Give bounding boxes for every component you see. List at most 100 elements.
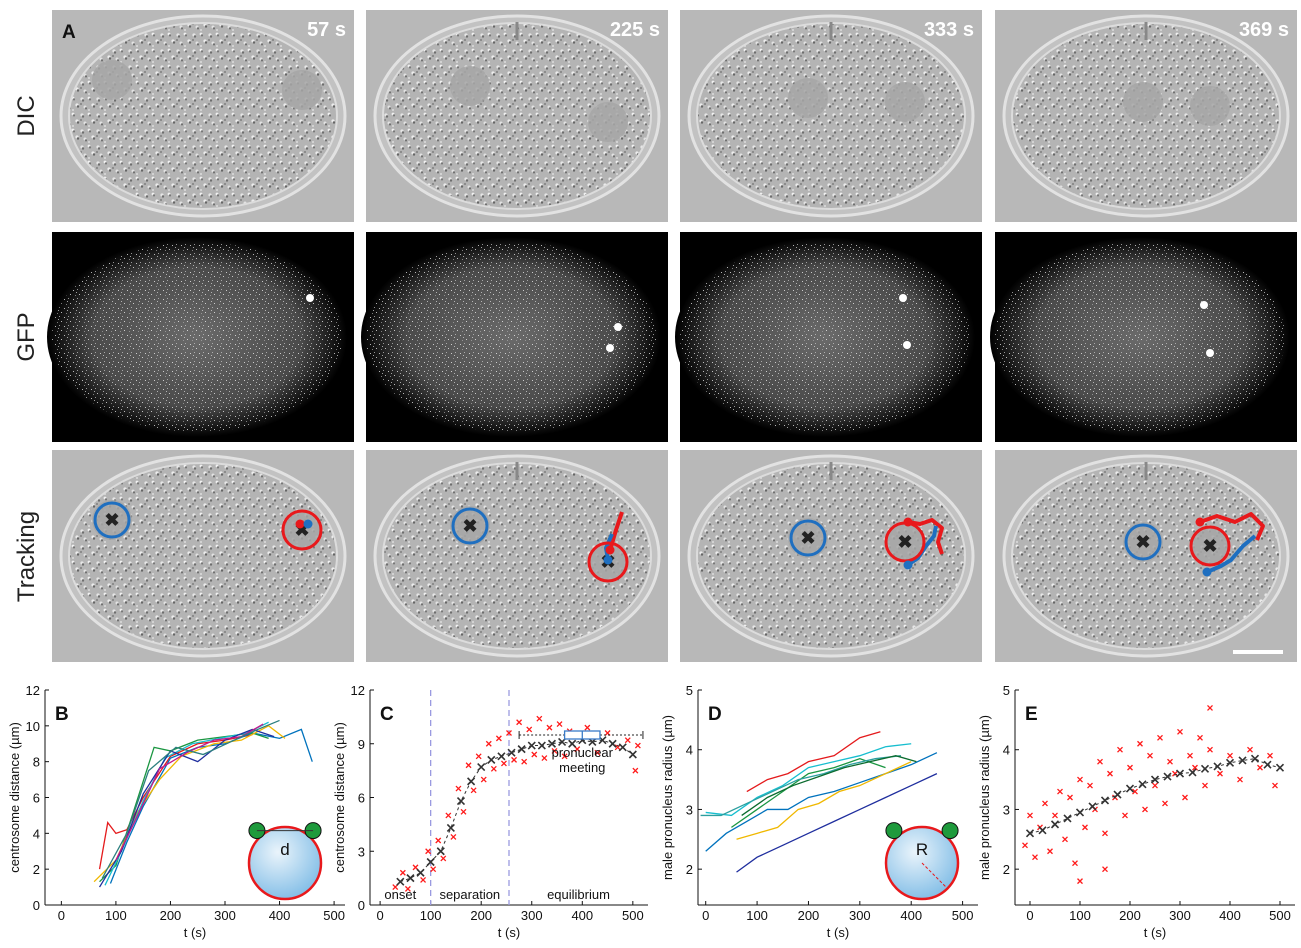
mean-point [537, 741, 546, 750]
row-label: DIC [13, 95, 40, 136]
data-point [634, 742, 641, 749]
pronucleus-outline [1124, 523, 1162, 561]
inset-centrosome [941, 822, 959, 840]
mean-point [1225, 758, 1235, 767]
data-point [1087, 782, 1093, 789]
pronucleus [1123, 82, 1163, 122]
data-point [500, 760, 507, 767]
centrosome-spot [899, 294, 907, 302]
chart: 0 100 200 300 400 500 2 3 4 5 t (s) male pronucleus… [660, 683, 978, 940]
data-point [1207, 704, 1213, 711]
mean-point [467, 777, 476, 786]
mean-point [1150, 775, 1160, 784]
mean-point [1188, 768, 1197, 777]
data-line [736, 773, 938, 873]
data-point [551, 747, 558, 754]
data-point [541, 755, 548, 762]
y-tick-label: 3 [358, 844, 365, 859]
embryo [696, 462, 966, 650]
pronucleus [282, 70, 322, 110]
data-line [101, 719, 280, 879]
data-point [470, 787, 477, 794]
data-point [526, 726, 533, 733]
center-mark: ✖ [1202, 536, 1217, 556]
y-tick-label: 2 [686, 862, 693, 877]
data-point [1267, 752, 1273, 759]
data-point [399, 869, 406, 876]
y-tick-label: 4 [33, 826, 40, 841]
data-point [1077, 878, 1083, 885]
pronucleus-outline [789, 519, 827, 557]
pronucleus [92, 60, 132, 100]
chart: 0 100 200 300 400 500 0 3 6 9 12 t (s) centrosome di… [332, 683, 648, 940]
mean-point [426, 857, 435, 867]
mean-point [396, 877, 405, 886]
data-point [1057, 788, 1063, 795]
data-point [1157, 734, 1163, 741]
panel-label: B [55, 704, 69, 725]
panel-label: A [62, 22, 76, 43]
y-tick-label: 6 [358, 791, 365, 806]
data-point [1102, 830, 1108, 837]
data-line [700, 755, 902, 817]
mean-point [487, 755, 496, 764]
x-tick-label: 100 [105, 908, 127, 923]
centrosome [605, 545, 615, 555]
y-tick-label: 0 [358, 898, 365, 913]
data-point [460, 808, 467, 815]
mean-point [547, 739, 557, 748]
data-point [1152, 782, 1158, 789]
x-tick-label: 300 [849, 908, 871, 923]
data-point [1247, 746, 1253, 753]
data-point [440, 855, 447, 862]
data-point [1062, 836, 1068, 843]
data-point [1137, 740, 1143, 747]
panel-label: D [708, 704, 722, 725]
time-label: 333 s [924, 19, 974, 41]
centrosome-spot [903, 341, 911, 349]
y-tick-label: 3 [686, 802, 693, 817]
x-tick-label: 500 [1269, 908, 1291, 923]
mean-point [527, 741, 536, 750]
data-point [412, 864, 419, 871]
pronucleus [588, 102, 628, 142]
mean-point [1050, 820, 1060, 829]
mean-point [1075, 808, 1085, 817]
track [1199, 512, 1265, 541]
centrosome [295, 519, 305, 529]
x-tick-label: 500 [952, 908, 974, 923]
pronucleus-outline [281, 509, 323, 551]
pronucleus [282, 510, 322, 550]
centrosome [603, 555, 613, 565]
mean-point [568, 739, 577, 748]
data-point [1192, 764, 1198, 771]
data-point [495, 735, 502, 742]
y-tick-label: 6 [33, 791, 40, 806]
image-column: ✖ ✖ 333 s [675, 10, 982, 662]
x-axis-label: t (s) [184, 925, 206, 940]
x-tick-label: 300 [521, 908, 543, 923]
data-line [104, 721, 269, 886]
data-point [404, 885, 411, 892]
gfp-noise [366, 242, 656, 432]
x-tick-label: 100 [420, 908, 442, 923]
pronucleus [885, 522, 925, 562]
center-mark: ✖ [897, 532, 912, 552]
inset-label: d [280, 840, 289, 859]
data-line [98, 734, 253, 870]
mean-point [618, 743, 627, 752]
mean-point [517, 745, 526, 754]
data-point [445, 812, 452, 819]
data-point [450, 833, 457, 840]
data-line [731, 757, 886, 828]
mean-point [1125, 784, 1135, 793]
x-tick-label: 0 [58, 908, 65, 923]
x-tick-label: 200 [798, 908, 820, 923]
data-point [1237, 776, 1243, 783]
data-point [490, 765, 497, 772]
data-point [632, 767, 639, 774]
data-point [1052, 812, 1058, 819]
data-point [506, 730, 512, 736]
x-tick-label: 200 [160, 908, 182, 923]
x-tick-label: 0 [1026, 908, 1033, 923]
